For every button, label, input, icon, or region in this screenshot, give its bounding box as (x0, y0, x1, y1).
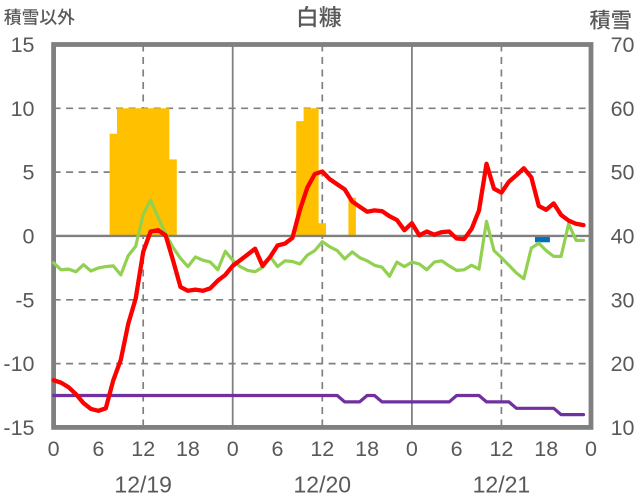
svg-text:5: 5 (23, 161, 35, 185)
svg-text:0: 0 (585, 437, 597, 461)
svg-text:60: 60 (611, 97, 635, 121)
svg-text:40: 40 (611, 225, 635, 249)
svg-text:0: 0 (48, 437, 60, 461)
svg-text:18: 18 (534, 437, 558, 461)
svg-text:12: 12 (131, 437, 155, 461)
svg-text:12/19: 12/19 (114, 471, 172, 497)
svg-text:12/20: 12/20 (294, 471, 352, 497)
svg-text:-10: -10 (3, 352, 34, 376)
svg-text:12: 12 (489, 437, 513, 461)
svg-text:0: 0 (227, 437, 239, 461)
svg-text:12: 12 (310, 437, 334, 461)
svg-text:0: 0 (406, 437, 418, 461)
svg-text:-5: -5 (15, 288, 34, 312)
svg-text:15: 15 (11, 33, 35, 57)
svg-text:6: 6 (451, 437, 463, 461)
svg-text:10: 10 (11, 97, 35, 121)
svg-text:20: 20 (611, 352, 635, 376)
svg-text:10: 10 (611, 416, 635, 440)
svg-text:18: 18 (355, 437, 379, 461)
svg-text:70: 70 (611, 33, 635, 57)
svg-text:30: 30 (611, 288, 635, 312)
svg-text:6: 6 (272, 437, 284, 461)
svg-text:-15: -15 (3, 416, 34, 440)
svg-text:0: 0 (23, 225, 35, 249)
svg-text:6: 6 (92, 437, 104, 461)
svg-text:18: 18 (176, 437, 200, 461)
svg-text:12/21: 12/21 (473, 471, 531, 497)
svg-text:50: 50 (611, 161, 635, 185)
